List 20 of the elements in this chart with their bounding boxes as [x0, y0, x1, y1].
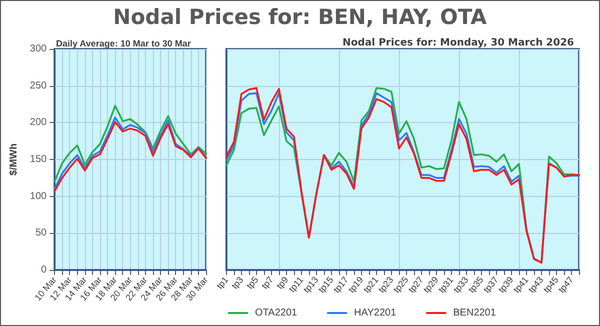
line-series: [54, 104, 207, 182]
text: Nodal Prices for: BEN, HAY, OTA: [112, 5, 488, 29]
y-axis-title: $/MWh: [8, 143, 20, 176]
y-tick-label: 200: [30, 117, 48, 128]
y-tick-label: 250: [30, 80, 48, 92]
x-tick-label: tp9: [274, 274, 290, 291]
x-tick-label: tp1: [214, 274, 230, 291]
legend-label: HAY2201: [354, 308, 397, 318]
chart-subtitle: Daily Average: 10 Mar to 30 Mar: [56, 38, 192, 48]
x-tick-label: tp7: [260, 274, 276, 291]
x-tick-label: tp5: [244, 274, 260, 291]
y-tick-label: 300: [30, 44, 48, 54]
chart-title: Nodal Prices for: Monday, 30 March 2026: [342, 38, 574, 48]
legend-label: BEN2201: [453, 308, 496, 318]
y-tick-label: 100: [30, 190, 48, 202]
y-tick-label: 0: [41, 264, 48, 276]
x-tick-label: tp3: [230, 274, 246, 291]
y-tick-label: 150: [30, 154, 48, 165]
legend-label: OTA2201: [255, 308, 298, 318]
y-tick-label: 50: [35, 228, 48, 239]
